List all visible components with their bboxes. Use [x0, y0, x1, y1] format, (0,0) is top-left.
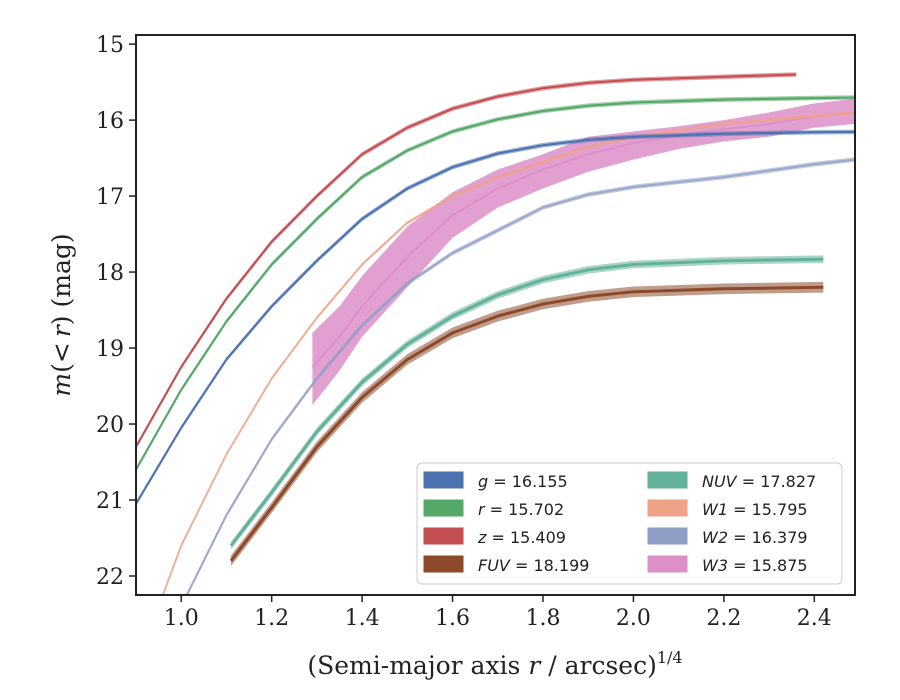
plot-frame — [135, 34, 856, 596]
series-line — [136, 96, 855, 471]
series-FUV — [229, 281, 824, 567]
legend-label: W3 = 15.875 — [702, 556, 808, 575]
legend-item-g: g = 16.155 — [423, 471, 568, 491]
legend-item-NUV: NUV = 17.827 — [647, 471, 816, 491]
x-tick-label: 1.4 — [345, 606, 380, 631]
series-NUV — [229, 255, 824, 550]
legend-swatch — [647, 555, 688, 573]
legend-swatch — [647, 527, 688, 545]
series-line — [229, 257, 824, 547]
legend-item-W1: W1 = 15.795 — [647, 499, 808, 519]
x-tick-label: 2.4 — [797, 606, 832, 631]
legend-swatch — [423, 471, 464, 489]
y-tick-label: 22 — [96, 565, 124, 590]
y-axis-label: m(<r) (mag) — [47, 233, 76, 396]
series-line — [185, 158, 855, 595]
x-axis-ticks: 1.0 1.2 1.4 1.6 1.8 2.0 2.2 2.4 — [164, 595, 832, 631]
legend: g = 16.155 r = 15.702 z = 15.409 FUV = 18.1… — [416, 462, 843, 585]
legend-item-z: z = 15.409 — [423, 527, 566, 547]
series-r — [136, 95, 855, 472]
legend-label: FUV = 18.199 — [478, 556, 589, 575]
y-tick-label: 18 — [96, 261, 124, 286]
legend-label: W2 = 16.379 — [702, 528, 808, 547]
legend-swatch — [647, 471, 688, 489]
series-W2 — [185, 157, 855, 595]
legend-label: r = 15.702 — [478, 500, 564, 519]
y-tick-label: 16 — [96, 109, 124, 134]
legend-item-W3: W3 = 15.875 — [647, 555, 808, 575]
series-W3 — [311, 98, 855, 406]
series-line — [136, 73, 797, 448]
y-tick-label: 19 — [96, 337, 124, 362]
x-tick-label: 2.0 — [616, 606, 651, 631]
series-layer — [136, 72, 855, 595]
x-axis-label: (Semi-major axis r / arcsec)1/4 — [307, 648, 682, 680]
y-tick-label: 15 — [96, 33, 124, 58]
y-tick-label: 17 — [96, 185, 124, 210]
series-line — [229, 285, 824, 562]
y-tick-label: 20 — [96, 413, 124, 438]
y-tick-label: 21 — [96, 489, 124, 514]
legend-label: g = 16.155 — [478, 472, 568, 491]
legend-swatch — [423, 527, 464, 545]
legend-label: W1 = 15.795 — [702, 500, 808, 519]
series-line — [311, 111, 855, 368]
y-axis-ticks: 15 16 17 18 19 20 21 22 — [96, 33, 136, 590]
x-tick-label: 2.2 — [706, 606, 741, 631]
series-g — [136, 129, 855, 507]
legend-label: NUV = 17.827 — [702, 472, 816, 491]
x-tick-label: 1.8 — [525, 606, 560, 631]
legend-item-W2: W2 = 16.379 — [647, 527, 808, 547]
legend-item-r: r = 15.702 — [423, 499, 564, 519]
series-z — [136, 72, 797, 450]
legend-swatch — [423, 555, 464, 573]
x-tick-label: 1.0 — [164, 606, 199, 631]
legend-swatch — [647, 499, 688, 517]
legend-label: z = 15.409 — [477, 528, 566, 547]
legend-swatch — [423, 499, 464, 517]
x-tick-label: 1.6 — [435, 606, 470, 631]
legend-frame — [416, 462, 843, 585]
series-line — [136, 130, 855, 505]
series-band — [312, 98, 855, 406]
x-tick-label: 1.2 — [254, 606, 289, 631]
legend-item-FUV: FUV = 18.199 — [423, 555, 589, 575]
